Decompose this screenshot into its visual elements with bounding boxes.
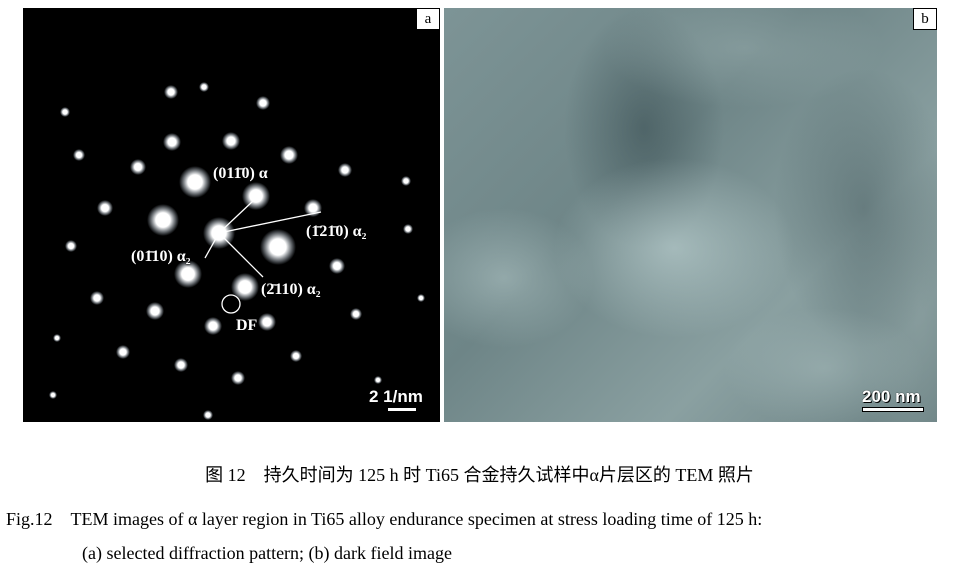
diffraction-spot: [179, 166, 211, 198]
panel-tag-b: b: [913, 8, 937, 30]
diffraction-spot: [65, 240, 77, 252]
arrow: [218, 200, 254, 234]
caption-english-line1: Fig.12 TEM images of α layer region in T…: [6, 509, 763, 529]
diffraction-spot: [174, 260, 202, 288]
label-1210-alpha2: (1̄21̄0) α₂: [306, 223, 367, 240]
diffraction-spot: [174, 358, 188, 372]
diffraction-spot: [60, 107, 70, 117]
caption-chinese: 图 12 持久时间为 125 h 时 Ti65 合金持久试样中α片层区的 TEM…: [205, 465, 754, 485]
diffraction-spot: [280, 146, 298, 164]
diffraction-spot: [49, 391, 57, 399]
diffraction-spot: [290, 350, 302, 362]
diffraction-spot: [116, 345, 130, 359]
scale-bar-a: 2 1/nm: [369, 387, 423, 412]
label-0110-alpha2: (01̄10) α₂: [131, 248, 191, 265]
diffraction-spot: [130, 159, 146, 175]
scale-bar-label: 200 nm: [862, 387, 921, 406]
diffraction-spot: [403, 224, 413, 234]
diffraction-spot: [53, 334, 61, 342]
panel-tag-a: a: [416, 8, 440, 30]
diffraction-spot: [258, 313, 276, 331]
diffraction-spot: [329, 258, 345, 274]
label-0110-alpha: (011̄0) α: [213, 165, 268, 182]
diffraction-spot: [338, 163, 352, 177]
diffraction-spot: [222, 132, 240, 150]
diffraction-spots: [49, 82, 425, 420]
diffraction-spot: [146, 302, 164, 320]
diffraction-spot: [260, 229, 296, 265]
diffraction-spot: [374, 376, 382, 384]
diffraction-spot: [231, 371, 245, 385]
diffraction-spot: [147, 204, 179, 236]
caption-english-line2: (a) selected diffraction pattern; (b) da…: [82, 543, 452, 563]
diffraction-spot: [256, 96, 270, 110]
diffraction-spot: [199, 82, 209, 92]
scale-bar-label: 2 1/nm: [369, 387, 423, 406]
diffraction-spot: [203, 410, 213, 420]
diffraction-spot: [417, 294, 425, 302]
diffraction-spot: [242, 182, 270, 210]
diffraction-spot: [350, 308, 362, 320]
diffraction-spot: [90, 291, 104, 305]
df-aperture-circle: [221, 294, 241, 314]
arrow: [218, 211, 322, 234]
diffraction-spot: [231, 273, 259, 301]
label-df: DF: [236, 317, 258, 334]
diffraction-spot: [401, 176, 411, 186]
diffraction-spot: [97, 200, 113, 216]
arrow: [218, 232, 264, 278]
diffraction-spot: [163, 133, 181, 151]
scale-bar-b: 200 nm: [862, 387, 924, 412]
diffraction-spot: [164, 85, 178, 99]
dark-field-image: b 200 nm: [444, 8, 937, 422]
diffraction-pattern-image: a (011̄0) α (1̄21̄0) α₂ (01̄10) α₂ (2̄11…: [23, 8, 440, 422]
label-2110-alpha2: (2̄110) α₂: [261, 281, 321, 298]
arrow: [204, 232, 220, 259]
diffraction-spot: [73, 149, 85, 161]
diffraction-spot: [204, 317, 222, 335]
